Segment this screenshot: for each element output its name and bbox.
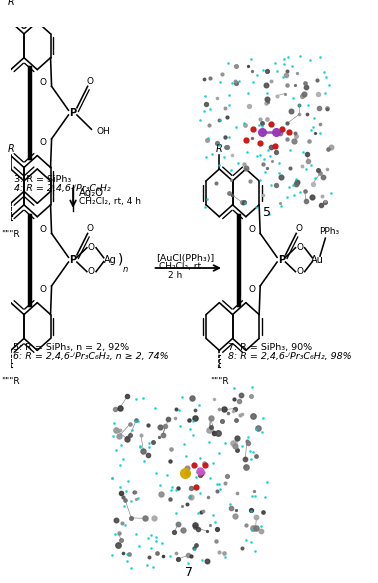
Text: 2 h: 2 h	[167, 271, 182, 280]
Text: CH₂Cl₂, rt, 4 h: CH₂Cl₂, rt, 4 h	[79, 197, 141, 206]
Text: Au: Au	[311, 255, 324, 265]
Text: 4: R = 2,4,6-ⁱPr₃C₆H₂: 4: R = 2,4,6-ⁱPr₃C₆H₂	[14, 184, 110, 193]
Text: ): )	[118, 252, 123, 266]
Text: OH: OH	[96, 127, 110, 136]
Text: O: O	[297, 243, 304, 252]
Text: O: O	[87, 77, 93, 86]
Text: O: O	[40, 285, 46, 294]
Text: [AuCl(PPh₃)]: [AuCl(PPh₃)]	[156, 254, 214, 263]
Text: 6: R = 2,4,6-ⁱPr₃C₆H₂, n ≥ 2, 74%: 6: R = 2,4,6-ⁱPr₃C₆H₂, n ≥ 2, 74%	[13, 352, 169, 361]
Text: n: n	[122, 265, 128, 274]
Text: P: P	[70, 108, 77, 118]
Text: Ag: Ag	[104, 255, 116, 265]
Text: PPh₃: PPh₃	[319, 227, 339, 236]
Text: O: O	[40, 226, 46, 234]
Text: O: O	[295, 224, 302, 233]
Text: 7: R = SiPh₃, 90%: 7: R = SiPh₃, 90%	[228, 343, 312, 352]
Text: O: O	[248, 285, 255, 294]
Text: O: O	[87, 224, 93, 233]
Text: O: O	[88, 267, 95, 276]
Text: 7: 7	[185, 566, 193, 579]
Text: CH₂Cl₂, rt: CH₂Cl₂, rt	[159, 262, 201, 272]
Text: 3: R = SiPh₃: 3: R = SiPh₃	[14, 175, 71, 184]
Text: O: O	[40, 78, 46, 87]
Text: """R: """R	[2, 377, 20, 385]
Text: 8: R = 2,4,6-ⁱPr₃C₆H₂, 98%: 8: R = 2,4,6-ⁱPr₃C₆H₂, 98%	[228, 352, 352, 361]
Text: P: P	[278, 255, 285, 265]
Text: """R: """R	[210, 377, 229, 385]
Text: O: O	[297, 267, 304, 276]
Text: R: R	[216, 143, 223, 154]
Text: Ag₂O: Ag₂O	[79, 188, 104, 198]
Text: """R: """R	[2, 230, 20, 238]
Text: R: R	[7, 143, 14, 154]
Text: O: O	[88, 243, 95, 252]
Text: 5: 5	[263, 206, 271, 219]
Text: P: P	[70, 255, 77, 265]
Text: O: O	[40, 138, 46, 147]
Text: R: R	[7, 0, 14, 6]
Text: 5: R = SiPh₃, n = 2, 92%: 5: R = SiPh₃, n = 2, 92%	[13, 343, 129, 352]
Text: O: O	[248, 226, 255, 234]
